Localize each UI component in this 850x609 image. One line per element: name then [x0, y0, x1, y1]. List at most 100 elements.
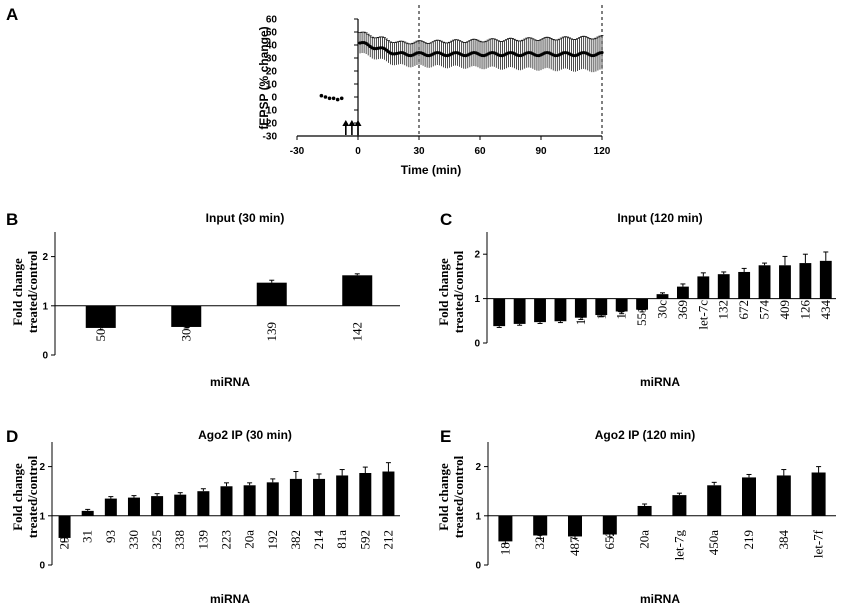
y-tick-label: 40	[266, 41, 278, 52]
bar	[568, 515, 582, 537]
y-tick-label: 1	[42, 301, 48, 312]
y-tick-label: 1	[474, 294, 480, 305]
x-tick-label: -30	[290, 146, 305, 157]
baseline-point	[327, 96, 332, 101]
bar	[811, 472, 826, 516]
data-point	[600, 50, 604, 55]
category-label: 223	[219, 530, 234, 550]
category-label: 504	[93, 322, 108, 342]
category-label: 592	[357, 530, 372, 550]
bar	[382, 471, 395, 516]
baseline-point	[339, 96, 344, 101]
bar	[359, 472, 372, 516]
y-tick-label: 30	[266, 54, 278, 65]
x-axis-label: miRNA	[640, 375, 680, 389]
bar	[742, 477, 756, 516]
category-label: 148a	[573, 300, 588, 326]
bar	[81, 510, 94, 516]
bar	[799, 263, 812, 299]
bar	[174, 494, 187, 516]
baseline-point	[335, 97, 340, 102]
bar	[533, 515, 548, 536]
category-label: 93	[103, 530, 118, 543]
bar	[819, 260, 832, 299]
y-tick-label: 1	[475, 511, 481, 522]
bar-chart-input-120-min: Input (120 min) Fold change treated/cont…	[436, 211, 836, 389]
bar	[574, 298, 587, 318]
bar	[707, 485, 722, 516]
category-label: 107	[614, 300, 629, 320]
category-label: let-7f	[811, 529, 826, 558]
bar	[85, 305, 116, 328]
y-tick-label: 2	[42, 252, 48, 263]
y-axis-label: fEPSP (% change)	[257, 26, 271, 129]
category-label: 384	[776, 530, 791, 550]
category-label: 409	[777, 300, 792, 320]
bar	[151, 496, 164, 516]
y-tick-label: 0	[39, 561, 45, 572]
x-tick-label: 30	[413, 146, 425, 157]
bar	[171, 305, 202, 327]
bar	[342, 275, 373, 306]
chart-title: Input (120 min)	[617, 211, 702, 225]
y-tick-label: -20	[263, 119, 278, 130]
category-label: 329	[491, 300, 506, 320]
y-tick-label: 0	[475, 561, 481, 572]
category-label: 450a	[706, 530, 721, 556]
x-tick-label: 120	[594, 146, 611, 157]
bar	[738, 271, 751, 299]
y-tick-label: 0	[42, 351, 48, 362]
bar	[602, 515, 617, 535]
bar	[615, 298, 628, 312]
x-tick-label: 0	[355, 146, 361, 157]
category-label: 142	[349, 322, 364, 342]
bar	[595, 298, 608, 316]
chart-title: Ago2 IP (30 min)	[198, 428, 292, 442]
category-label: 20a	[242, 530, 257, 549]
y-tick-label: 2	[475, 462, 481, 473]
bar	[554, 298, 567, 322]
bar-chart-ago2-ip-120-min: Ago2 IP (120 min) Fold change treated/co…	[436, 428, 836, 606]
y-axis-label-line-2: treated/control	[25, 250, 40, 333]
y-tick-label: 60	[266, 15, 278, 26]
baseline-point	[323, 95, 328, 99]
category-label: 138	[512, 300, 527, 320]
panel-label-b: B	[6, 210, 18, 229]
y-axis-label-line-1: Fold change	[436, 258, 451, 326]
category-label: 81a	[334, 530, 349, 549]
bar	[336, 475, 349, 516]
category-label: 219	[741, 530, 756, 550]
category-label: 192	[265, 530, 280, 550]
panel-label-e: E	[440, 427, 451, 446]
bar	[266, 482, 279, 516]
category-label: 20a	[637, 530, 652, 549]
bar	[656, 294, 669, 299]
bar	[672, 495, 687, 516]
y-axis-label-line-1: Fold change	[436, 463, 451, 531]
fepsp-time-course-chart: fEPSP (% change) Time (min) -30 -20 -10 0 10…	[257, 5, 611, 177]
category-label: 574	[757, 300, 772, 320]
baseline-point	[331, 96, 336, 101]
category-label: 326	[532, 300, 547, 320]
x-axis-label: Time (min)	[401, 163, 461, 177]
bar	[498, 515, 513, 542]
category-label: 139	[264, 322, 279, 342]
bar	[513, 298, 526, 324]
category-label: 204	[552, 300, 567, 320]
y-axis-label-line-2: treated/control	[451, 250, 466, 333]
y-tick-label: 0	[271, 93, 277, 104]
bar	[758, 265, 771, 299]
bar	[776, 475, 791, 516]
bar	[493, 298, 506, 327]
bar	[636, 298, 649, 310]
y-tick-label: 0	[474, 339, 480, 350]
bar	[534, 298, 546, 323]
y-axis-label-line-2: treated/control	[451, 455, 466, 538]
category-label: 652	[602, 530, 617, 550]
category-label: 132	[716, 300, 731, 320]
y-axis-label-line-1: Fold change	[10, 463, 25, 531]
bar	[697, 276, 710, 299]
category-label: 212	[380, 530, 395, 550]
y-tick-label: -30	[263, 132, 278, 143]
